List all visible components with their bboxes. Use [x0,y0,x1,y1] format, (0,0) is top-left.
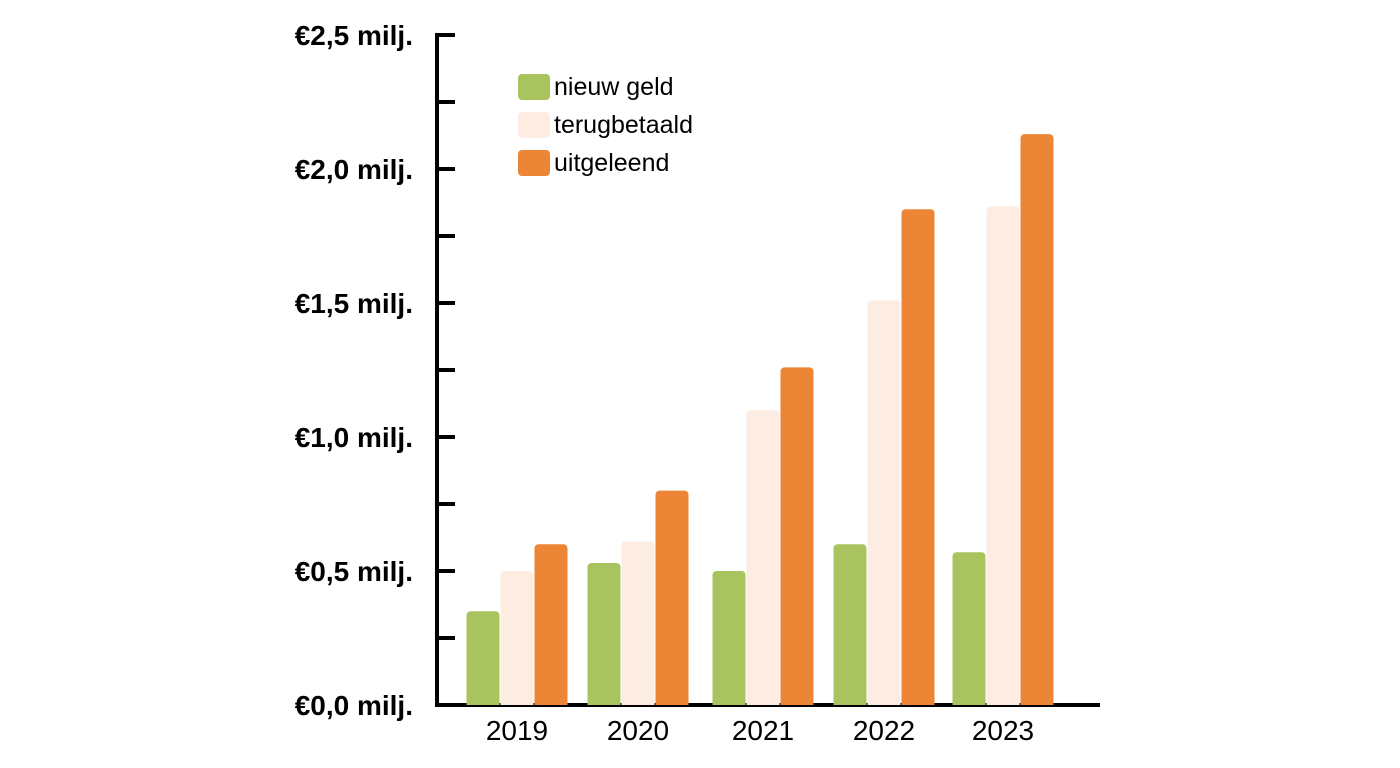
legend-label: terugbetaald [554,111,693,139]
legend-swatch [518,74,550,100]
legend-item-terugbetaald: terugbetaald [518,111,693,139]
y-ticks: €0,0 milj. €0,5 milj. €1,0 milj. €1,5 milj.… [295,20,455,721]
legend-item-nieuw-geld: nieuw geld [518,73,674,101]
bar-nieuw-geld-2022 [833,544,867,705]
bar-uitgeleend-2022 [901,209,935,705]
x-tick-label: 2022 [853,715,915,746]
bar-uitgeleend-2023 [1020,134,1054,705]
bar-uitgeleend-2020 [655,490,689,705]
bar-uitgeleend-2021 [780,367,814,705]
legend: nieuw geld terugbetaald uitgeleend [518,73,693,177]
x-tick-label: 2019 [486,715,548,746]
y-tick-label: €0,0 milj. [295,690,413,721]
x-tick-label: 2020 [607,715,669,746]
bar-terugbetaald-2022 [867,300,901,705]
x-tick-label: 2021 [732,715,794,746]
bar-terugbetaald-2020 [621,541,655,705]
bar-terugbetaald-2021 [746,410,780,705]
bar-nieuw-geld-2021 [712,571,746,705]
bar-nieuw-geld-2019 [466,611,500,705]
x-ticks: 2019 2020 2021 2022 2023 [486,715,1034,746]
bar-terugbetaald-2023 [986,206,1020,705]
y-tick-label: €2,5 milj. [295,20,413,51]
legend-swatch [518,112,550,138]
x-tick-label: 2023 [972,715,1034,746]
y-tick-label: €1,5 milj. [295,288,413,319]
y-tick-label: €0,5 milj. [295,556,413,587]
bar-uitgeleend-2019 [534,544,568,705]
legend-label: uitgeleend [554,149,669,177]
legend-label: nieuw geld [554,73,674,101]
y-tick-label: €1,0 milj. [295,422,413,453]
bar-terugbetaald-2019 [500,571,534,705]
y-tick-label: €2,0 milj. [295,154,413,185]
legend-swatch [518,150,550,176]
legend-item-uitgeleend: uitgeleend [518,149,669,177]
bar-nieuw-geld-2023 [952,552,986,705]
bar-nieuw-geld-2020 [587,562,621,705]
bars [466,134,1054,705]
